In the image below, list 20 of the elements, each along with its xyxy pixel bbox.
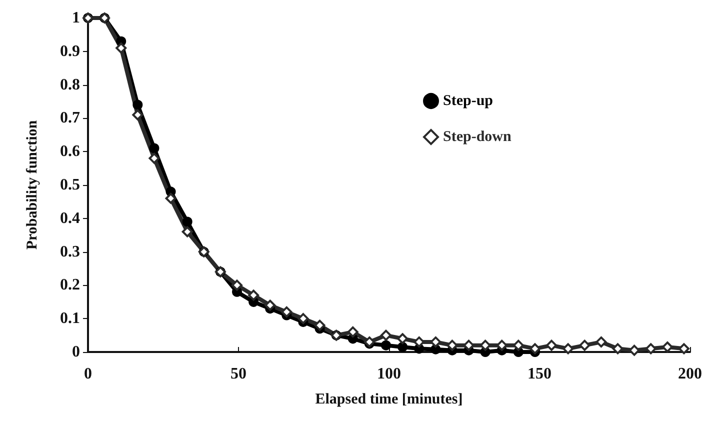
x-tick-label: 0	[84, 366, 92, 382]
y-tick-label: 0.6	[60, 143, 80, 160]
legend-label: Step-up	[443, 93, 494, 109]
legend-label: Step-down	[443, 129, 512, 145]
y-tick-label: 0.5	[60, 176, 80, 194]
y-tick-label: 1	[72, 10, 80, 26]
x-axis-title: Elapsed time [minutes]	[315, 392, 463, 408]
y-tick-label: 0.4	[60, 210, 80, 227]
y-tick-label: 0.7	[60, 110, 80, 127]
x-tick-label: 100	[377, 366, 401, 382]
y-tick-label: 0.2	[60, 276, 80, 294]
y-tick-label: 0.3	[60, 243, 80, 260]
y-tick-label: 0.8	[60, 76, 80, 94]
x-tick-label: 150	[528, 366, 552, 382]
y-tick-label: 0	[72, 344, 80, 360]
y-tick-label: 0.1	[60, 310, 80, 328]
x-tick-label: 50	[230, 366, 246, 382]
x-tick-label: 200	[678, 366, 702, 382]
y-axis-title: Probability function	[24, 120, 40, 250]
y-tick-label: 0.9	[60, 42, 80, 60]
